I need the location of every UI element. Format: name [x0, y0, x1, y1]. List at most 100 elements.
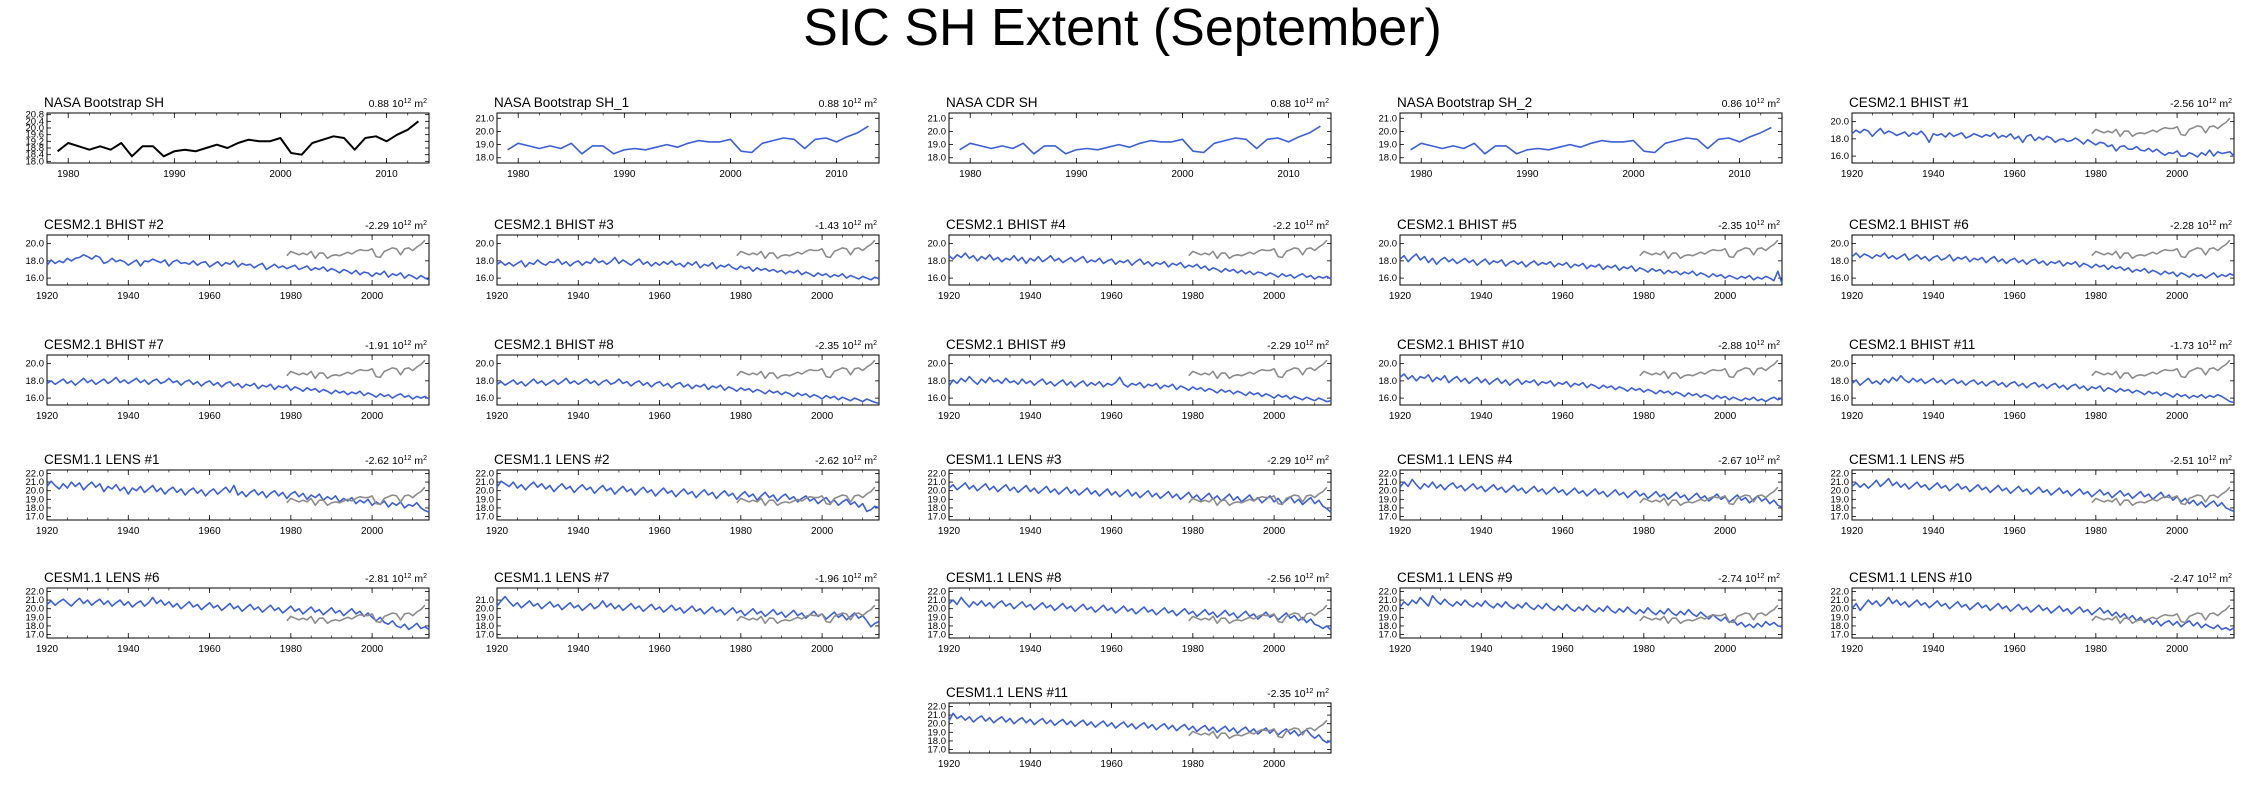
x-tick-label: 1980 [57, 169, 80, 180]
model-series-line [496, 595, 880, 628]
panel-7: CESM2.1 BHIST #3 -1.43 1012 m2 20.0 18.0 16.… [476, 217, 880, 302]
obs-series-line [1188, 359, 1328, 380]
model-series-line [1851, 374, 2235, 404]
y-tick-label: 19.0 [476, 140, 495, 151]
x-tick-label: 1960 [2003, 411, 2026, 422]
trend-value: -2.2 [1273, 220, 1294, 232]
panel-13: CESM2.1 BHIST #9 -2.29 1012 m2 20.0 18.0 16.… [928, 337, 1332, 422]
obs-series-line [736, 239, 876, 260]
y-tick-label: 19.0 [1831, 494, 1850, 505]
trend-value: -2.51 [2170, 455, 2197, 467]
y-tick-label: 21.0 [1379, 113, 1398, 124]
y-tick-label: 17.0 [1831, 630, 1850, 641]
x-tick-label: 1940 [1019, 526, 1042, 537]
y-tick-label: 20.0 [928, 719, 947, 730]
y-tick-label: 18.0 [476, 153, 495, 164]
y-tick-label: 19.2 [26, 136, 45, 147]
trend-value: -1.73 [2170, 340, 2197, 352]
x-tick-label: 1920 [36, 291, 59, 302]
plot-frame [948, 234, 1332, 286]
x-tick-label: 2010 [1728, 169, 1751, 180]
model-series-line [496, 377, 880, 405]
obs-series-line [2091, 117, 2231, 138]
y-tick-label: 20.0 [476, 486, 495, 497]
y-tick-label: 20.0 [1831, 239, 1850, 250]
x-tick-label: 1920 [938, 411, 961, 422]
y-tick-label: 17.0 [928, 512, 947, 523]
model-series-line [959, 125, 1321, 155]
y-tick-label: 20.0 [928, 604, 947, 615]
obs-series-line [736, 486, 876, 507]
obs-series-line [2091, 604, 2231, 625]
y-tick-label: 18.0 [1379, 621, 1398, 632]
plot-frame [46, 234, 430, 286]
trend-value: 0.88 [1271, 98, 1294, 110]
panel-title: CESM2.1 BHIST #4 [946, 217, 1066, 232]
x-tick-label: 1940 [567, 644, 590, 655]
y-tick-label: 21.0 [26, 595, 45, 606]
x-tick-label: 1980 [280, 526, 303, 537]
panel-title: CESM1.1 LENS #3 [946, 452, 1062, 467]
y-tick-label: 22.0 [928, 586, 947, 597]
y-tick-label: 20.0 [1831, 604, 1850, 615]
y-tick-label: 17.0 [476, 630, 495, 641]
trend-value: -2.67 [1718, 455, 1745, 467]
x-tick-label: 1980 [1410, 169, 1433, 180]
panel-2: NASA Bootstrap SH_1 0.88 1012 m2 21.0 20.0 1… [476, 95, 880, 180]
x-tick-label: 1960 [2003, 291, 2026, 302]
panel-title: CESM1.1 LENS #5 [1849, 452, 1965, 467]
figure-title: SIC SH Extent (September) [803, 0, 1442, 57]
panel-3: NASA CDR SH 0.88 1012 m2 21.0 20.0 19.0 18.0 1… [928, 95, 1332, 180]
x-tick-label: 1940 [117, 291, 140, 302]
panel-title: CESM1.1 LENS #11 [946, 685, 1068, 700]
y-tick-label: 17.0 [476, 512, 495, 523]
x-tick-label: 1980 [1633, 411, 1656, 422]
x-tick-label: 1960 [648, 291, 671, 302]
x-tick-label: 1980 [1182, 759, 1205, 770]
y-tick-label: 18.0 [26, 621, 45, 632]
trend-label: -2.81 1012 m2 [365, 573, 427, 585]
x-tick-label: 2000 [1263, 526, 1286, 537]
model-series-line [496, 480, 880, 513]
x-tick-label: 1980 [1182, 644, 1205, 655]
model-series-line [948, 482, 1332, 513]
x-tick-label: 1940 [117, 411, 140, 422]
y-tick-label: 22.0 [476, 468, 495, 479]
x-tick-label: 2000 [811, 644, 834, 655]
panel-title: CESM1.1 LENS #7 [494, 570, 610, 585]
y-tick-label: 20.0 [928, 486, 947, 497]
obs-series-line [2091, 359, 2231, 380]
model-series-line [46, 376, 430, 400]
panel-title: CESM1.1 LENS #1 [44, 452, 160, 467]
y-tick-label: 17.0 [26, 512, 45, 523]
x-tick-label: 2000 [1714, 411, 1737, 422]
model-series-line [496, 256, 880, 281]
trend-value: -2.29 [365, 220, 392, 232]
y-tick-label: 22.0 [1831, 586, 1850, 597]
y-tick-label: 18.0 [1379, 376, 1398, 387]
panel-14: CESM2.1 BHIST #10 -2.88 1012 m2 20.0 18.0 16… [1379, 337, 1783, 422]
x-tick-label: 2000 [1263, 644, 1286, 655]
x-tick-label: 2000 [361, 526, 384, 537]
panel-9: CESM2.1 BHIST #5 -2.35 1012 m2 20.0 18.0 16.… [1379, 217, 1783, 302]
trend-label: -2.29 1012 m2 [365, 220, 427, 232]
y-tick-label: 20.0 [476, 239, 495, 250]
panel-1: NASA Bootstrap SH 0.88 1012 m2 20.820.420.… [26, 95, 430, 180]
trend-value: -2.28 [2170, 220, 2197, 232]
panel-title: CESM2.1 BHIST #6 [1849, 217, 1969, 232]
x-tick-label: 2000 [361, 291, 384, 302]
y-tick-label: 18.0 [1379, 153, 1398, 164]
model-series-line [1410, 126, 1772, 155]
x-tick-label: 1980 [507, 169, 530, 180]
model-series-line [1851, 252, 2235, 279]
x-tick-label: 2000 [1714, 291, 1737, 302]
panel-title: NASA Bootstrap SH_1 [494, 95, 629, 110]
y-tick-label: 20.0 [476, 359, 495, 370]
x-tick-label: 2000 [1263, 411, 1286, 422]
y-tick-label: 20.0 [1831, 486, 1850, 497]
y-tick-label: 16.0 [26, 273, 45, 284]
x-tick-label: 1960 [1100, 411, 1123, 422]
panel-title: CESM2.1 BHIST #8 [494, 337, 614, 352]
y-tick-label: 21.0 [1831, 477, 1850, 488]
